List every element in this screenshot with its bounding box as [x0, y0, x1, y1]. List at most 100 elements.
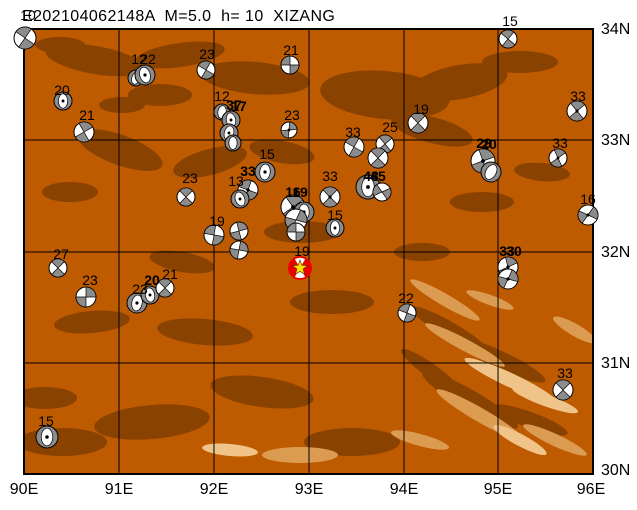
beachball-quadrant — [372, 184, 383, 197]
beachball-center-dot — [328, 195, 332, 199]
depth-label: 20 — [144, 272, 160, 288]
beachball-quadrant — [288, 121, 298, 131]
beachball-center-dot — [287, 128, 291, 132]
lat-tick-label: 32N — [601, 244, 630, 261]
terrain-patch — [410, 279, 480, 321]
beachball-quadrant — [348, 146, 364, 158]
beachball — [229, 240, 249, 260]
beachball-quadrant — [280, 55, 291, 66]
main-event-quadrant — [289, 258, 300, 278]
terrain-patch — [512, 386, 578, 414]
depth-label: 15 — [327, 207, 343, 223]
beachball-center-dot — [148, 293, 152, 297]
terrain-patch — [390, 430, 450, 450]
beachball-center-dot — [238, 197, 242, 201]
beachball-center-dot — [575, 109, 579, 113]
beachball — [498, 29, 518, 49]
beachball — [224, 134, 242, 152]
beachball-center-dot — [246, 188, 250, 192]
beachball-center-dot — [333, 226, 337, 230]
beachball-center-dot — [227, 131, 231, 135]
terrain-patch — [514, 162, 570, 182]
beachball-quadrant — [295, 209, 308, 224]
depth-label: 48 — [363, 168, 379, 184]
beachball — [355, 174, 381, 200]
beachball-quadrant — [295, 231, 306, 242]
beachball-quadrant — [74, 131, 90, 143]
terrain-patch — [210, 375, 314, 409]
depth-label: 22 — [398, 290, 414, 306]
beachball-quadrant — [478, 148, 495, 162]
beachball — [548, 148, 568, 168]
beachball — [134, 64, 156, 86]
depth-label: 33 — [557, 365, 573, 381]
depth-label: 21 — [162, 266, 178, 282]
beachball-quadrant — [18, 37, 35, 50]
depth-label: 37 — [226, 97, 242, 113]
beachball-quadrant — [201, 69, 215, 80]
beachball-quadrant — [203, 224, 217, 236]
depth-label: 23 — [82, 272, 98, 288]
beachball-quadrant — [553, 148, 566, 159]
depth-label: 27 — [53, 246, 69, 262]
beachball-quadrant — [238, 179, 252, 191]
beachball-center-dot — [366, 185, 370, 189]
depth-label: 33 — [552, 135, 568, 151]
beachball-quadrant — [85, 286, 97, 298]
terrain-patch — [149, 250, 215, 274]
beachball-quadrant — [322, 186, 338, 198]
depth-label: 19 — [413, 101, 429, 117]
terrain-patch — [128, 84, 192, 106]
beachball-center-dot — [506, 277, 510, 281]
beachball-quadrant — [286, 222, 297, 233]
depth-label: 16 — [580, 191, 596, 207]
beachball — [254, 161, 276, 183]
lon-tick-label: 94E — [390, 481, 418, 498]
beachball-lens — [228, 136, 238, 150]
terrain-patch — [450, 192, 514, 212]
depth-label: 13 — [228, 173, 244, 189]
beachball — [53, 91, 73, 111]
main-event-star-icon — [291, 259, 309, 276]
beachball-quadrant — [507, 269, 519, 283]
terrain-patch — [262, 447, 338, 463]
beachball — [288, 256, 312, 280]
beachball-quadrant — [501, 38, 516, 49]
beachball-quadrant — [344, 136, 360, 148]
depth-label: 23 — [199, 46, 215, 62]
beachball — [497, 268, 519, 290]
terrain-patch — [401, 349, 459, 391]
beachball-quadrant — [370, 147, 386, 159]
beachball-center-dot — [556, 156, 560, 160]
depth-label: 21 — [283, 42, 299, 58]
axis-layer: 90E 91E 92E 93E 94E 95E 96E 34N 33N 32N 31N 30N — [10, 21, 631, 498]
terrain-patch — [157, 318, 253, 346]
terrain-patch — [290, 290, 374, 314]
beachball-center-dot — [586, 213, 590, 217]
depth-label: 19 — [292, 184, 308, 200]
depth-label: 20 — [481, 136, 497, 152]
depth-label: 33 — [570, 88, 586, 104]
beachball-quadrant — [370, 157, 386, 169]
terrain-patch — [42, 182, 98, 202]
beachball-quadrant — [158, 287, 172, 298]
terrain-patch — [99, 97, 145, 113]
beachball — [397, 303, 417, 323]
beachball-quadrant — [51, 258, 65, 269]
depth-label: 15 — [502, 13, 518, 29]
beachball-quadrant — [211, 234, 225, 246]
beachball-quadrant — [229, 230, 242, 241]
depth-label: 33 — [240, 163, 256, 179]
lat-tick-label: 30N — [601, 462, 630, 479]
beachball — [48, 258, 68, 278]
beachball-quadrant — [555, 389, 571, 401]
beachball — [203, 224, 225, 246]
terrain-patch — [173, 146, 247, 178]
beachball-center-dot — [263, 170, 267, 174]
depth-label: 25 — [382, 119, 398, 135]
terrain-patch — [35, 37, 85, 53]
lon-tick-label: 95E — [484, 481, 512, 498]
terrain-patch — [493, 424, 547, 456]
beachball-quadrant — [570, 100, 586, 112]
